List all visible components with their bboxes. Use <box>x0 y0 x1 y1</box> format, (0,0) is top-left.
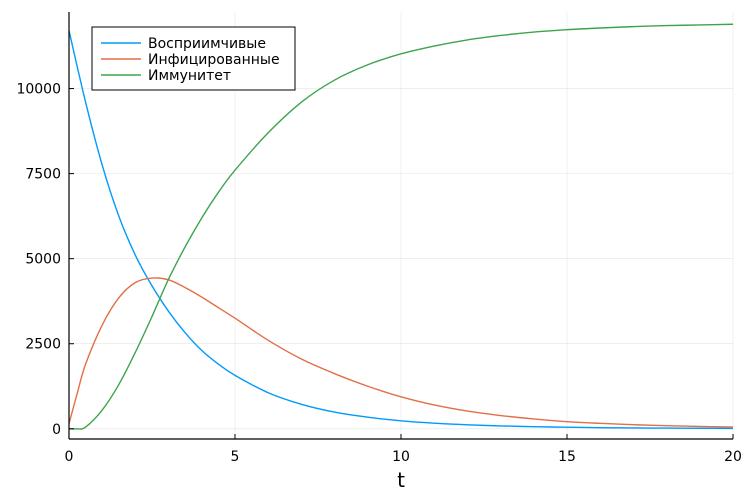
x-tick-label: 5 <box>231 449 240 465</box>
x-tick-label: 0 <box>65 449 74 465</box>
y-tick-label: 10000 <box>16 82 61 98</box>
grid <box>68 12 734 439</box>
tick-labels: 0 5 10 15 20 0 2500 5000 7500 10000 <box>16 82 741 465</box>
x-tick-label: 10 <box>392 449 410 465</box>
series-line-3 <box>69 23 733 430</box>
y-tick-label: 7500 <box>25 167 61 183</box>
x-tick-label: 15 <box>558 449 576 465</box>
y-tick-label: 2500 <box>25 337 61 353</box>
legend-label-3: Иммунитет <box>148 68 231 84</box>
y-tick-label: 5000 <box>25 252 61 268</box>
axes <box>68 12 734 440</box>
series-layer <box>69 23 733 430</box>
series-line-2 <box>69 277 733 428</box>
x-tick-label: 20 <box>724 449 742 465</box>
x-axis-title: t <box>397 468 405 492</box>
series-line-1 <box>69 30 733 430</box>
y-tick-label: 0 <box>52 422 61 438</box>
legend-label-1: Восприимчивые <box>148 36 266 52</box>
legend-label-2: Инфицированные <box>148 52 280 68</box>
